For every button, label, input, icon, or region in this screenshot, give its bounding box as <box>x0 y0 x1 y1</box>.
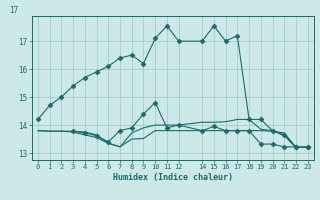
Text: 17: 17 <box>10 6 19 15</box>
X-axis label: Humidex (Indice chaleur): Humidex (Indice chaleur) <box>113 173 233 182</box>
